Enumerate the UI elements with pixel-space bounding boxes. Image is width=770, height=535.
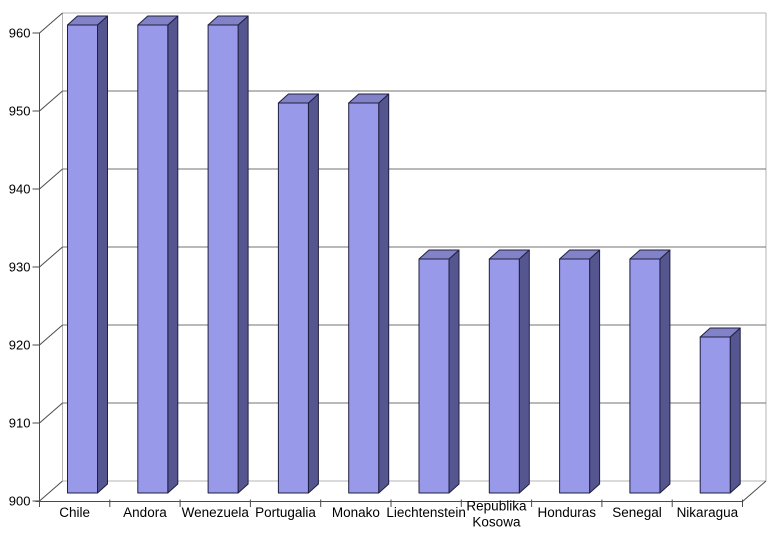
bar-side-face bbox=[448, 249, 460, 494]
bar-liechtenstein bbox=[418, 249, 460, 494]
y-tick-label-960: 960 bbox=[9, 26, 31, 41]
bar-side-face bbox=[307, 93, 319, 494]
bar-side-face bbox=[167, 15, 179, 494]
bar-republika-kosowa bbox=[488, 249, 530, 494]
y-tick-diagonal-930 bbox=[39, 246, 63, 268]
bar-front-face bbox=[348, 102, 380, 494]
y-tick-diagonal-920 bbox=[39, 324, 63, 346]
bar-wenezuela bbox=[207, 15, 249, 494]
x-category-label: Monako bbox=[332, 505, 380, 520]
x-category-label: Nikaragua bbox=[677, 505, 739, 520]
x-category-label-line: Kosowa bbox=[472, 515, 521, 530]
y-tick-label-950: 950 bbox=[9, 104, 31, 119]
bar-side-face bbox=[659, 249, 671, 494]
bar-side-face bbox=[729, 327, 741, 494]
y-tick-diagonal-950 bbox=[39, 90, 63, 112]
y-tick-label-910: 910 bbox=[9, 416, 31, 431]
x-category-label: Chile bbox=[59, 505, 90, 520]
bar-andora bbox=[137, 15, 179, 494]
bar-front-face bbox=[277, 102, 309, 494]
y-tick-diagonal-910 bbox=[39, 402, 63, 424]
bar-front-face bbox=[418, 258, 450, 494]
bar-side-face bbox=[589, 249, 601, 494]
bar-side-face bbox=[237, 15, 249, 494]
y-tick-label-940: 940 bbox=[9, 182, 31, 197]
x-category-label: Andora bbox=[123, 505, 167, 520]
bar-front-face bbox=[488, 258, 520, 494]
bar-side-face bbox=[518, 249, 530, 494]
bar-nikaragua bbox=[699, 327, 741, 494]
y-tick-diagonal-960 bbox=[39, 12, 63, 34]
x-category-label: Senegal bbox=[612, 505, 662, 520]
floor-right-diagonal bbox=[742, 480, 767, 502]
bar-front-face bbox=[699, 336, 731, 494]
y-tick-diagonal-900 bbox=[39, 480, 63, 502]
bar-senegal bbox=[629, 249, 671, 494]
bar-front-face bbox=[67, 24, 98, 494]
y-tick-label-920: 920 bbox=[9, 338, 31, 353]
bar-monako bbox=[348, 93, 390, 494]
x-category-label: Liechtenstein bbox=[386, 505, 466, 520]
bar-portugalia bbox=[277, 93, 319, 494]
y-tick-label-930: 930 bbox=[9, 260, 31, 275]
bar-side-face bbox=[378, 93, 390, 494]
bar-honduras bbox=[559, 249, 601, 494]
y-tick-label-900: 900 bbox=[9, 494, 31, 509]
x-category-label: Wenezuela bbox=[182, 505, 250, 520]
bar-chile bbox=[67, 15, 108, 494]
bar-side-face bbox=[97, 15, 108, 494]
x-category-label: Honduras bbox=[537, 505, 596, 520]
x-category-label: Portugalia bbox=[255, 505, 316, 520]
bar-front-face bbox=[559, 258, 591, 494]
bar-front-face bbox=[207, 24, 239, 494]
bar-front-face bbox=[137, 24, 169, 494]
bar-front-face bbox=[629, 258, 661, 494]
y-tick-diagonal-940 bbox=[39, 168, 63, 190]
x-category-label-line: Republika bbox=[466, 499, 527, 514]
